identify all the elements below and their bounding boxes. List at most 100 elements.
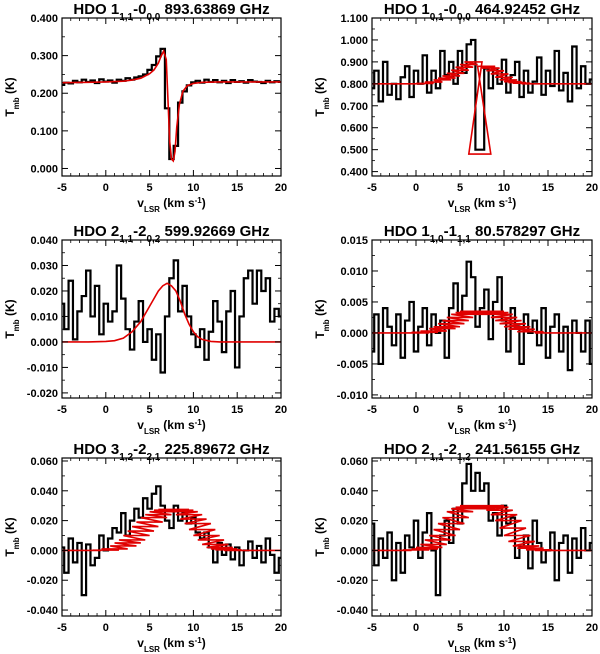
x-tick-label: 0 (103, 622, 109, 634)
observed-spectrum-line-4 (372, 260, 592, 372)
y-tick-label: 0.000 (30, 163, 58, 175)
y-tick-label: 0.010 (340, 266, 368, 278)
y-tick-label: 0.005 (340, 297, 368, 309)
panel-title: HDO 21,1-20,2 599.92669 GHz (73, 223, 269, 245)
x-axis-label: vLSR (km s-1) (137, 418, 206, 436)
x-tick-label: -5 (57, 622, 67, 634)
observed-spectrum-line-2 (372, 38, 592, 151)
y-tick-label: 0.030 (30, 260, 58, 272)
y-axis-label: Tmb (K) (313, 77, 331, 116)
model-fit-line-2 (372, 61, 592, 155)
model-fit-line-4 (372, 310, 592, 334)
x-tick-label: 0 (413, 404, 419, 416)
y-tick-label: -0.020 (337, 575, 368, 587)
y-tick-label: -0.010 (337, 390, 368, 402)
x-tick-label: 15 (231, 182, 243, 194)
y-tick-label: -0.020 (27, 388, 58, 400)
y-tick-label: 0.000 (30, 337, 58, 349)
y-axis-label: Tmb (K) (3, 517, 21, 556)
x-tick-label: 20 (586, 182, 598, 194)
y-tick-label: 0.040 (30, 235, 58, 247)
x-tick-label: 15 (542, 404, 554, 416)
x-tick-label: 15 (542, 622, 554, 634)
x-tick-label: 10 (498, 622, 510, 634)
x-tick-label: -5 (367, 182, 377, 194)
x-tick-label: 0 (413, 182, 419, 194)
x-tick-label: -5 (367, 404, 377, 416)
x-tick-label: 5 (147, 622, 153, 634)
y-tick-label: 0.400 (340, 167, 368, 179)
y-tick-label: 0.100 (30, 126, 58, 138)
y-tick-label: 0.700 (340, 101, 368, 113)
panel-title: HDO 31,2-22,1 225.89672 GHz (73, 441, 269, 463)
x-tick-label: 10 (187, 404, 199, 416)
y-tick-label: -0.040 (337, 605, 368, 617)
x-axis-label: vLSR (km s-1) (137, 636, 206, 654)
y-tick-label: 1.000 (340, 35, 368, 47)
y-axis-label: Tmb (K) (313, 299, 331, 338)
x-tick-label: 20 (275, 182, 287, 194)
plot-frame (61, 239, 282, 399)
x-tick-label: 15 (231, 622, 243, 634)
spectrum-panel-3: -5 0 5 10 15 20 -0.020 -0.010 0.000 0.010 0.020 0.0… (3, 223, 287, 436)
observed-spectrum-line-3 (62, 259, 281, 374)
y-tick-label: -0.005 (337, 359, 368, 371)
x-tick-label: 20 (586, 404, 598, 416)
x-tick-label: 0 (413, 622, 419, 634)
model-fit-line-6 (372, 504, 592, 552)
y-tick-label: 0.020 (30, 286, 58, 298)
x-tick-label: 20 (275, 622, 287, 634)
x-tick-label: 5 (147, 182, 153, 194)
x-axis-label: vLSR (km s-1) (137, 196, 206, 214)
x-tick-label: -5 (367, 622, 377, 634)
panel-title: HDO 21,1-21,2 241.56155 GHz (384, 441, 580, 463)
panel-title: HDO 11,1-00,0 893.63869 GHz (73, 1, 269, 23)
y-tick-label: 0.500 (340, 145, 368, 157)
x-tick-label: 20 (586, 622, 598, 634)
y-tick-label: 0.200 (30, 88, 58, 100)
x-tick-label: 5 (457, 622, 463, 634)
plot-frame (371, 457, 593, 617)
plot-frame (61, 17, 282, 177)
y-tick-label: 0.800 (340, 79, 368, 91)
y-tick-label: 0.300 (30, 51, 58, 63)
y-tick-label: 0.600 (340, 123, 368, 135)
y-tick-label: 1.100 (340, 13, 368, 25)
x-tick-label: 5 (457, 182, 463, 194)
x-tick-label: 20 (275, 404, 287, 416)
spectrum-panel-6: -5 0 5 10 15 20 -0.040 -0.020 0.000 0.020 0.040 0.0… (313, 441, 598, 654)
x-tick-label: 10 (187, 182, 199, 194)
x-tick-label: 15 (231, 404, 243, 416)
model-fit-line-1 (61, 48, 281, 163)
x-tick-label: 5 (457, 404, 463, 416)
y-axis-label: Tmb (K) (3, 299, 21, 338)
y-tick-label: 0.015 (340, 235, 368, 247)
x-tick-label: 15 (542, 182, 554, 194)
y-tick-label: 0.060 (30, 456, 58, 468)
observed-spectrum-line-6 (372, 462, 592, 597)
x-tick-label: 0 (103, 404, 109, 416)
x-tick-label: 10 (498, 182, 510, 194)
x-axis-label: vLSR (km s-1) (448, 196, 517, 214)
y-tick-label: 0.400 (30, 13, 58, 25)
model-fit-line-3 (62, 282, 281, 343)
y-axis-label: Tmb (K) (313, 517, 331, 556)
spectrum-panel-2: -5 0 5 10 15 20 0.400 0.500 0.600 0.700 0.800 0.900… (313, 1, 598, 214)
plot-frame (61, 457, 282, 617)
x-tick-label: 10 (498, 404, 510, 416)
y-tick-label: 0.010 (30, 311, 58, 323)
spectrum-panel-4: -5 0 5 10 15 20 -0.010 -0.005 0.000 0.005 0.010 0.0… (313, 223, 598, 436)
y-tick-label: 0.900 (340, 57, 368, 69)
y-tick-label: -0.010 (27, 362, 58, 374)
x-tick-label: 5 (147, 404, 153, 416)
y-tick-label: 0.060 (340, 456, 368, 468)
panel-title: HDO 10,1-00,0 464.92452 GHz (384, 1, 580, 23)
y-tick-label: 0.020 (30, 516, 58, 528)
spectrum-panel-5: -5 0 5 10 15 20 -0.040 -0.020 0.000 0.020 0.040 0.0… (3, 441, 287, 654)
y-tick-label: 0.000 (30, 545, 58, 557)
x-axis-label: vLSR (km s-1) (448, 418, 517, 436)
x-tick-label: 0 (103, 182, 109, 194)
plot-frame (371, 239, 593, 399)
y-tick-label: 0.000 (340, 328, 368, 340)
